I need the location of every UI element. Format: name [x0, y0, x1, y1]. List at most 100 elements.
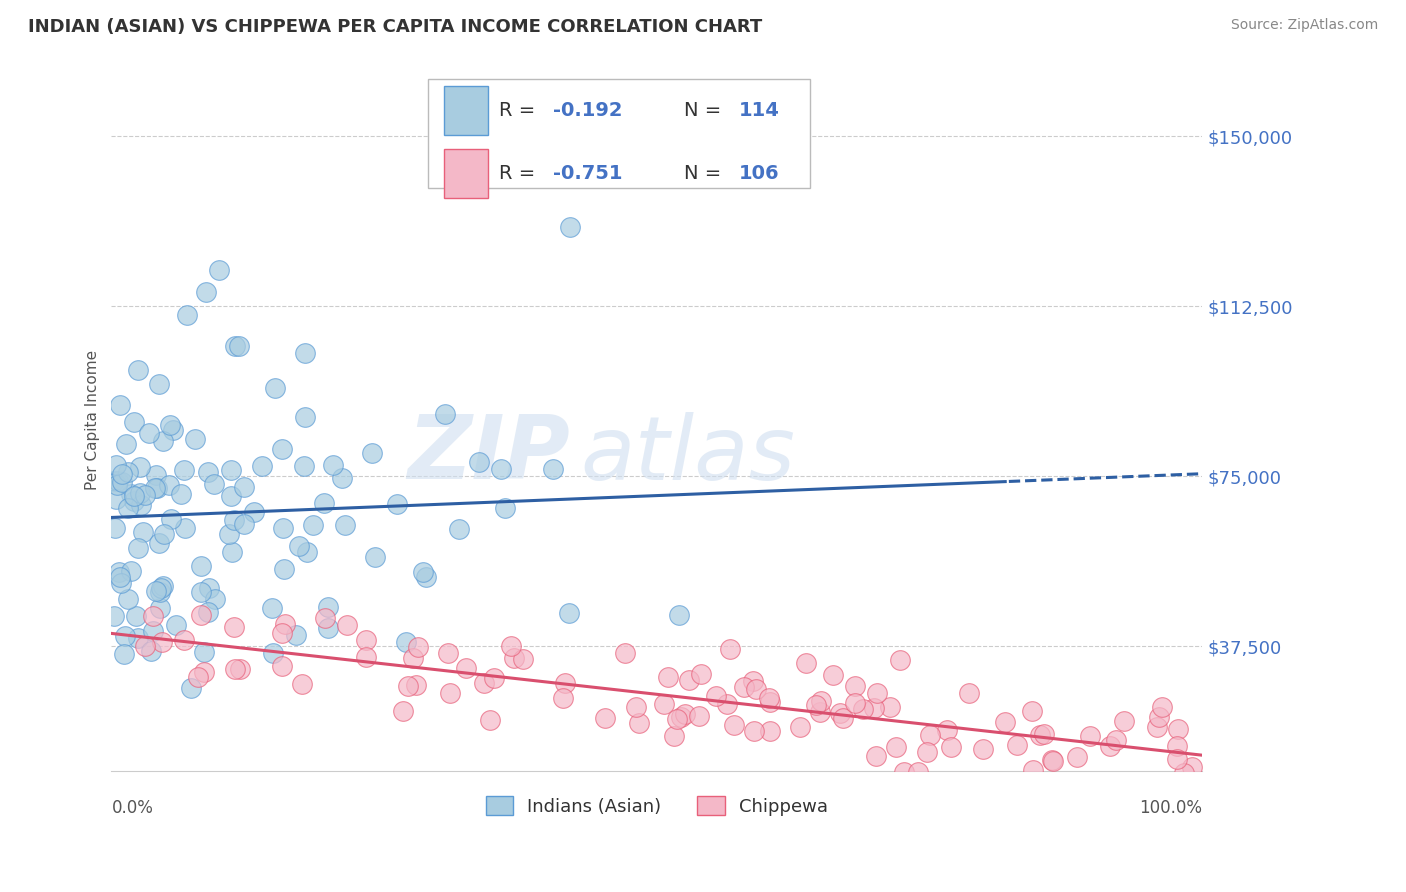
Point [810, 694, 832, 708]
Point [1029, 728, 1052, 742]
Point [794, 657, 817, 671]
Point [110, 576, 132, 591]
Point [190, 585, 212, 599]
Point [401, 650, 423, 665]
Point [107, 478, 129, 492]
Point [221, 545, 243, 559]
Point [103, 475, 125, 489]
Point [274, 617, 297, 632]
Point [745, 681, 768, 696]
Point [447, 522, 470, 536]
Point [1042, 754, 1064, 768]
Point [336, 618, 359, 632]
Point [127, 541, 149, 555]
Point [108, 570, 131, 584]
Text: 100.0%: 100.0% [1139, 798, 1202, 817]
Point [145, 467, 167, 482]
Point [152, 579, 174, 593]
Text: 106: 106 [738, 164, 779, 184]
Point [262, 646, 284, 660]
Point [149, 582, 172, 596]
Point [218, 527, 240, 541]
Point [149, 585, 172, 599]
Point [129, 486, 152, 500]
Point [1166, 752, 1188, 766]
Point [1173, 765, 1195, 780]
Point [284, 627, 307, 641]
Point [165, 617, 187, 632]
Point [832, 711, 855, 725]
Point [120, 486, 142, 500]
Point [273, 562, 295, 576]
Point [316, 599, 339, 614]
Point [884, 740, 907, 755]
Point [482, 671, 505, 685]
Point [1078, 729, 1101, 743]
Point [190, 608, 212, 623]
Point [392, 704, 415, 718]
Point [117, 465, 139, 479]
Point [360, 446, 382, 460]
Point [271, 521, 294, 535]
Point [437, 646, 460, 660]
Point [957, 686, 980, 700]
Point [467, 455, 489, 469]
Point [1114, 714, 1136, 729]
Point [1147, 709, 1170, 723]
Point [936, 723, 959, 737]
Point [1181, 760, 1204, 774]
Point [228, 338, 250, 352]
Point [315, 610, 337, 624]
Point [657, 670, 679, 684]
Point [145, 584, 167, 599]
Point [678, 673, 700, 687]
Point [741, 674, 763, 689]
Point [114, 629, 136, 643]
Point [554, 676, 576, 690]
Point [994, 714, 1017, 729]
Point [159, 417, 181, 432]
Point [169, 486, 191, 500]
Point [704, 689, 727, 703]
Point [104, 458, 127, 473]
Point [138, 426, 160, 441]
Point [863, 700, 886, 714]
Point [479, 714, 502, 728]
Point [662, 729, 685, 743]
Point [865, 748, 887, 763]
Point [1150, 700, 1173, 714]
Point [110, 475, 132, 490]
Point [148, 535, 170, 549]
Point [157, 478, 180, 492]
Text: -0.192: -0.192 [553, 101, 623, 120]
Point [115, 437, 138, 451]
Point [499, 640, 522, 654]
Point [301, 518, 323, 533]
Point [162, 423, 184, 437]
Point [907, 764, 929, 779]
Point [129, 460, 152, 475]
Text: INDIAN (ASIAN) VS CHIPPEWA PER CAPITA INCOME CORRELATION CHART: INDIAN (ASIAN) VS CHIPPEWA PER CAPITA IN… [28, 18, 762, 36]
Point [193, 665, 215, 679]
Point [112, 648, 135, 662]
Point [271, 659, 294, 673]
Point [866, 686, 889, 700]
Y-axis label: Per Capita Income: Per Capita Income [86, 350, 100, 490]
Text: 114: 114 [738, 101, 779, 120]
Text: R =: R = [499, 164, 541, 184]
Point [489, 462, 512, 476]
Point [1180, 786, 1202, 800]
Point [219, 489, 242, 503]
Text: 0.0%: 0.0% [111, 798, 153, 817]
Point [295, 545, 318, 559]
Point [271, 442, 294, 457]
Text: ZIP: ZIP [406, 411, 569, 499]
Point [1022, 763, 1045, 777]
Point [180, 681, 202, 695]
Point [149, 600, 172, 615]
Point [494, 500, 516, 515]
Point [107, 474, 129, 488]
Point [844, 679, 866, 693]
Point [124, 489, 146, 503]
Point [335, 518, 357, 533]
